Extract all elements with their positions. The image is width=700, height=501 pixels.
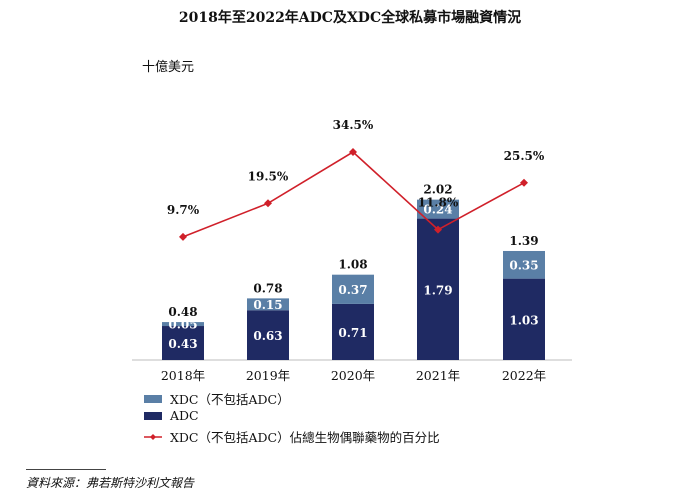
bar-xdc-label: 0.05 — [168, 318, 197, 332]
bar-adc-label: 1.79 — [423, 283, 452, 297]
bar-xdc-label: 0.35 — [509, 258, 538, 272]
bar-adc-label: 1.03 — [509, 313, 538, 327]
bar-xdc-label: 0.15 — [253, 298, 282, 312]
chart-figure: 2018年至2022年ADC及XDC全球私募市場融資情況 十億美元 0.43 0.… — [0, 0, 700, 501]
percentage-label: 34.5% — [333, 118, 374, 132]
x-tick-label: 2021年 — [416, 368, 460, 383]
bar-total-label: 2.02 — [423, 183, 452, 197]
bar-xdc-label: 0.37 — [338, 283, 367, 297]
chart-canvas: 0.43 0.050.48 2018年 0.63 0.15 0.78 2019年 0.71 0.… — [0, 0, 700, 501]
legend-label-xdc: XDC（不包括ADC） — [170, 389, 290, 408]
percentage-label: 19.5% — [248, 169, 289, 183]
percentage-point — [520, 179, 528, 187]
source-note: 資料來源：弗若斯特沙利文報告 — [26, 474, 194, 491]
percentage-line — [183, 152, 524, 237]
legend-item-percentage: XDC（不包括ADC）佔總生物偶聯藥物的百分比 — [144, 427, 440, 446]
x-tick-label: 2020年 — [331, 368, 375, 383]
x-tick-label: 2019年 — [246, 368, 290, 383]
legend-swatch-adc — [144, 412, 162, 420]
legend-swatch-xdc — [144, 395, 162, 403]
percentage-label: 25.5% — [504, 149, 545, 163]
bar-total-label: 1.08 — [338, 258, 367, 272]
bar-total-label: 1.39 — [509, 234, 538, 248]
bar-total-label: 0.48 — [168, 305, 197, 319]
x-tick-label: 2018年 — [161, 368, 205, 383]
legend-label-percentage: XDC（不包括ADC）佔總生物偶聯藥物的百分比 — [170, 427, 440, 446]
percentage-label: 11.8% — [418, 196, 459, 210]
percentage-point — [264, 199, 272, 207]
x-tick-label: 2022年 — [502, 368, 546, 383]
legend-line-marker — [144, 432, 162, 442]
legend-item-xdc: XDC（不包括ADC） — [144, 389, 290, 408]
bar-total-label: 0.78 — [253, 281, 282, 295]
source-rule — [26, 469, 106, 470]
percentage-label: 9.7% — [167, 203, 200, 217]
bar-adc-label: 0.63 — [253, 329, 282, 343]
percentage-point — [179, 233, 187, 241]
bar-adc-label: 0.71 — [338, 326, 367, 340]
legend-label-adc: ADC — [170, 408, 199, 423]
legend-item-adc: ADC — [144, 408, 199, 423]
bar-adc-label: 0.43 — [168, 337, 197, 351]
